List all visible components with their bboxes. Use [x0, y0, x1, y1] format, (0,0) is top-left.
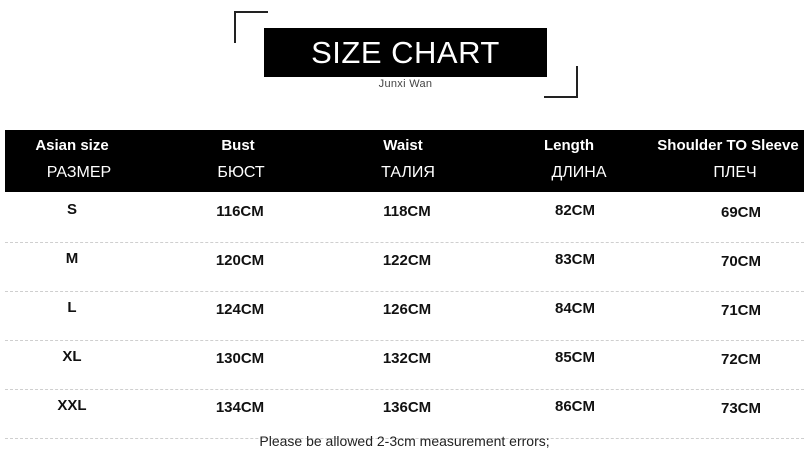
shoulder-cell: 69CM	[720, 204, 762, 221]
col-header-ru-size: РАЗМЕР	[46, 164, 112, 181]
title-corner-bottom-right	[544, 66, 578, 98]
table-row: L 124CM 126CM 84CM 71CM	[5, 291, 804, 341]
col-header-ru-bust: БЮСТ	[217, 164, 265, 181]
shoulder-cell: 72CM	[720, 351, 762, 368]
col-header-bust: Bust	[221, 137, 255, 154]
col-header-waist: Waist	[383, 137, 423, 154]
table-row: M 120CM 122CM 83CM 70CM	[5, 242, 804, 292]
size-cell: M	[65, 250, 79, 267]
table-row: XL 130CM 132CM 85CM 72CM	[5, 340, 804, 390]
col-header-length: Length	[544, 137, 594, 154]
col-header-asian-size: Asian size	[35, 137, 109, 154]
shoulder-cell: 70CM	[720, 253, 762, 270]
table-row: XXL 134CM 136CM 86CM 73CM	[5, 389, 804, 439]
bust-cell: 120CM	[215, 252, 265, 269]
measurement-note: Please be allowed 2-3cm measurement erro…	[259, 433, 550, 449]
waist-cell: 126CM	[382, 301, 432, 318]
col-header-ru-shoulder: ПЛЕЧ	[713, 164, 757, 181]
col-header-ru-length: ДЛИНА	[551, 164, 607, 181]
col-header-ru-waist: ТАЛИЯ	[381, 164, 435, 181]
length-cell: 85CM	[554, 349, 596, 366]
shoulder-cell: 71CM	[720, 302, 762, 319]
size-chart-title: SIZE CHART	[264, 28, 547, 77]
bust-cell: 130CM	[215, 350, 265, 367]
table-row: S 116CM 118CM 82CM 69CM	[5, 193, 804, 243]
length-cell: 83CM	[554, 251, 596, 268]
length-cell: 82CM	[554, 202, 596, 219]
waist-cell: 136CM	[382, 399, 432, 416]
size-cell: XL	[62, 348, 82, 365]
brand-name: Junxi Wan	[378, 78, 433, 90]
bust-cell: 116CM	[216, 203, 264, 220]
waist-cell: 118CM	[383, 203, 431, 220]
bust-cell: 124CM	[215, 301, 265, 318]
title-corner-top-left	[234, 11, 268, 43]
size-cell: L	[67, 299, 77, 316]
waist-cell: 132CM	[382, 350, 432, 367]
bust-cell: 134CM	[215, 399, 265, 416]
length-cell: 86CM	[554, 398, 596, 415]
title-text: SIZE CHART	[311, 34, 500, 70]
size-cell: XXL	[57, 397, 87, 414]
col-header-shoulder-to-sleeve: Shoulder TO Sleeve	[657, 137, 799, 154]
waist-cell: 122CM	[382, 252, 432, 269]
size-cell: S	[66, 201, 78, 218]
shoulder-cell: 73CM	[720, 400, 762, 417]
table-header: Asian size Bust Waist Length Shoulder TO…	[5, 130, 804, 192]
length-cell: 84CM	[554, 300, 596, 317]
